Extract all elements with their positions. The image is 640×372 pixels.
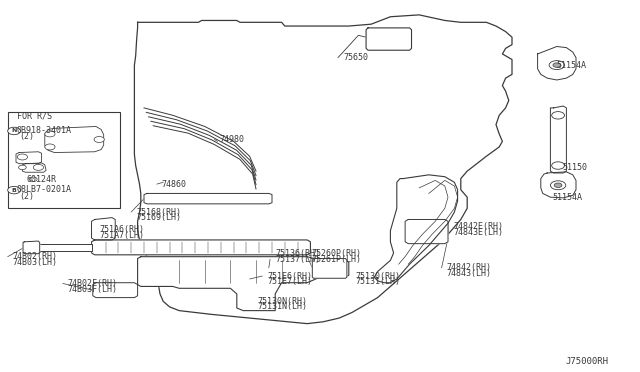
Polygon shape bbox=[538, 46, 576, 80]
Circle shape bbox=[45, 131, 55, 137]
Text: 74843(LH): 74843(LH) bbox=[447, 269, 492, 278]
Circle shape bbox=[8, 127, 20, 135]
Circle shape bbox=[17, 154, 28, 160]
Text: 74860: 74860 bbox=[162, 180, 187, 189]
Polygon shape bbox=[366, 28, 412, 50]
Text: N: N bbox=[12, 128, 17, 134]
Polygon shape bbox=[405, 219, 448, 244]
Text: (2): (2) bbox=[19, 132, 34, 141]
Bar bbox=[8, 112, 120, 208]
Text: 75131N(LH): 75131N(LH) bbox=[258, 302, 308, 311]
Polygon shape bbox=[93, 283, 138, 298]
Text: 75261P(LH): 75261P(LH) bbox=[311, 255, 361, 264]
Polygon shape bbox=[312, 259, 347, 278]
Circle shape bbox=[550, 181, 566, 190]
Polygon shape bbox=[550, 106, 566, 173]
Polygon shape bbox=[45, 126, 104, 153]
Circle shape bbox=[94, 137, 104, 142]
Circle shape bbox=[8, 186, 20, 194]
Text: 751E6(RH): 751E6(RH) bbox=[268, 272, 312, 280]
Text: 75130(RH): 75130(RH) bbox=[356, 272, 401, 280]
Circle shape bbox=[19, 165, 26, 170]
Circle shape bbox=[554, 183, 562, 187]
Text: 74842E(RH): 74842E(RH) bbox=[453, 222, 503, 231]
Text: 60124R: 60124R bbox=[26, 175, 56, 184]
Text: 75260P(RH): 75260P(RH) bbox=[311, 249, 361, 258]
Text: B: B bbox=[12, 187, 17, 193]
Text: 751A7(LH): 751A7(LH) bbox=[100, 231, 145, 240]
Text: 51150: 51150 bbox=[562, 163, 587, 172]
Polygon shape bbox=[16, 152, 42, 164]
Circle shape bbox=[553, 63, 561, 67]
Text: 0B918-3401A: 0B918-3401A bbox=[17, 126, 72, 135]
Text: 75650: 75650 bbox=[343, 53, 368, 62]
Circle shape bbox=[552, 112, 564, 119]
Polygon shape bbox=[134, 15, 512, 324]
Text: 75131(LH): 75131(LH) bbox=[356, 277, 401, 286]
Circle shape bbox=[45, 144, 55, 150]
Polygon shape bbox=[144, 193, 272, 204]
Polygon shape bbox=[92, 218, 115, 240]
Circle shape bbox=[549, 61, 564, 70]
Text: 08LB7-0201A: 08LB7-0201A bbox=[17, 185, 72, 194]
Text: 75169(LH): 75169(LH) bbox=[136, 213, 181, 222]
Text: 74843E(LH): 74843E(LH) bbox=[453, 228, 503, 237]
Polygon shape bbox=[38, 244, 92, 251]
Text: 75137(LH): 75137(LH) bbox=[275, 255, 320, 264]
Text: 51154A: 51154A bbox=[552, 193, 582, 202]
Text: FOR R/S: FOR R/S bbox=[17, 112, 52, 121]
Text: 74B02(RH): 74B02(RH) bbox=[13, 252, 58, 261]
Text: J75000RH: J75000RH bbox=[565, 357, 608, 366]
Text: 75168(RH): 75168(RH) bbox=[136, 208, 181, 217]
Circle shape bbox=[29, 177, 37, 182]
Text: 75136(RH): 75136(RH) bbox=[275, 249, 320, 258]
Text: 74B03F(LH): 74B03F(LH) bbox=[68, 285, 118, 294]
Text: 74980: 74980 bbox=[220, 135, 244, 144]
Text: 74B02F(RH): 74B02F(RH) bbox=[68, 279, 118, 288]
Text: (2): (2) bbox=[19, 192, 34, 201]
Text: 74842(RH): 74842(RH) bbox=[447, 263, 492, 272]
Circle shape bbox=[33, 164, 44, 170]
Text: 74B03(LH): 74B03(LH) bbox=[13, 258, 58, 267]
Circle shape bbox=[552, 162, 564, 169]
Text: 75130N(RH): 75130N(RH) bbox=[258, 297, 308, 306]
Polygon shape bbox=[374, 175, 458, 283]
Polygon shape bbox=[541, 172, 576, 198]
Text: 751A6(RH): 751A6(RH) bbox=[100, 225, 145, 234]
Text: 51154A: 51154A bbox=[557, 61, 587, 70]
Polygon shape bbox=[23, 241, 40, 254]
Polygon shape bbox=[92, 240, 310, 255]
Polygon shape bbox=[22, 163, 46, 172]
Text: 751E7(LH): 751E7(LH) bbox=[268, 277, 312, 286]
Polygon shape bbox=[138, 257, 349, 311]
